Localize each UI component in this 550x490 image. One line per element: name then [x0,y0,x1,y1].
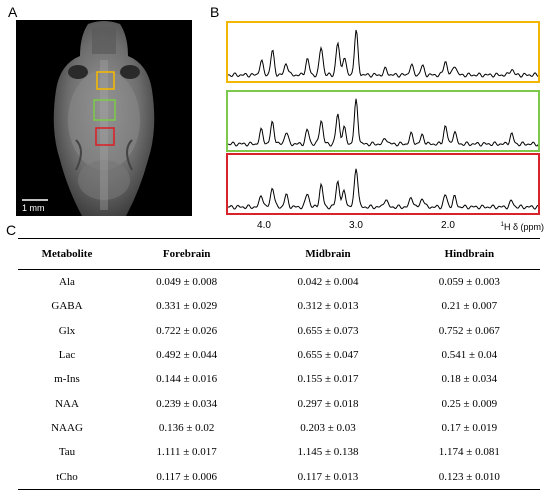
spectrum-midbrain [226,90,540,152]
metabolite-name: Ala [59,276,75,289]
spectrum-hindbrain [226,153,540,215]
metabolite-name: NAAG [51,421,83,434]
concentration-cell: 0.239 ± 0.034 [156,397,218,410]
concentration-cell: 1.174 ± 0.081 [438,446,500,459]
panel-label-c: C [6,222,17,238]
spectrum-line-forebrain [228,29,538,78]
concentration-cell: 0.25 ± 0.009 [441,397,498,410]
concentration-cell: 0.752 ± 0.067 [438,324,500,337]
table-row: Ala 0.049 ± 0.008 0.042 ± 0.004 0.059 ± 0.0… [18,270,540,295]
concentration-cell: 0.312 ± 0.013 [297,300,359,313]
ppm-axis-label: 1H δ (ppm) [501,222,544,232]
header-hindbrain: Hindbrain [398,238,540,270]
spectrum-line-midbrain [228,98,538,147]
concentration-cell: 0.042 ± 0.004 [297,276,359,289]
header-forebrain: Forebrain [116,238,258,270]
concentration-cell: 0.655 ± 0.047 [297,349,359,362]
roi-midbrain [93,99,116,121]
table-row: NAAG 0.136 ± 0.02 0.203 ± 0.03 0.17 ± 0.019 [18,416,540,440]
table-row: NAA 0.239 ± 0.034 0.297 ± 0.018 0.25 ± 0.00… [18,391,540,415]
spectrum-forebrain [226,21,540,83]
metabolite-name: Glx [58,324,76,337]
concentration-cell: 0.117 ± 0.013 [257,464,399,490]
spectrum-line-hindbrain [228,168,538,210]
metabolite-name: NAA [55,397,79,410]
concentration-cell: 1.111 ± 0.017 [156,446,217,459]
concentration-cell: 0.049 ± 0.008 [156,276,218,289]
concentration-cell: 0.059 ± 0.003 [438,276,500,289]
concentration-cell: 0.297 ± 0.018 [297,397,359,410]
tick-label-2: 2.0 [441,220,455,231]
concentration-cell: 0.331 ± 0.029 [156,300,218,313]
concentration-cell: 0.136 ± 0.02 [158,421,215,434]
tick-label-4: 4.0 [257,220,271,231]
concentration-cell: 0.722 ± 0.026 [156,324,218,337]
concentration-cell: 0.18 ± 0.034 [441,373,498,386]
concentration-cell: 0.21 ± 0.007 [441,300,498,313]
concentration-cell: 0.541 ± 0.04 [441,349,498,362]
metabolite-name: GABA [51,300,83,313]
table-header-row: Metabolite Forebrain Midbrain Hindbrain [18,238,540,270]
panel-label-b: B [210,4,220,20]
concentration-cell: 0.155 ± 0.017 [297,373,359,386]
ppm-axis-label-text: H δ (ppm) [503,222,544,232]
concentration-cell: 0.144 ± 0.016 [156,373,218,386]
table-row: Tau 1.111 ± 0.017 1.145 ± 0.138 1.174 ± 0.0… [18,440,540,464]
metabolite-name: Tau [58,446,76,459]
roi-forebrain [96,71,115,90]
ppm-axis: 4.0 3.0 2.0 [226,214,540,236]
mri-image: 1 mm [16,20,192,216]
header-metabolite: Metabolite [18,238,116,270]
concentration-cell: 1.145 ± 0.138 [297,446,359,459]
concentration-cell: 0.17 ± 0.019 [441,421,498,434]
isotope-superscript: 1 [500,222,504,228]
tick-label-3: 3.0 [349,220,363,231]
table-row: GABA 0.331 ± 0.029 0.312 ± 0.013 0.21 ± 0.0… [18,294,540,318]
table-row: Glx 0.722 ± 0.026 0.655 ± 0.073 0.752 ± 0.0… [18,319,540,343]
roi-hindbrain [95,127,115,146]
concentration-cell: 0.492 ± 0.044 [156,349,218,362]
concentration-cell: 0.655 ± 0.073 [297,324,359,337]
concentration-cell: 0.123 ± 0.010 [398,464,540,490]
panel-label-a: A [8,4,18,20]
metabolite-table: Metabolite Forebrain Midbrain Hindbrain … [18,238,540,490]
scale-bar-label: 1 mm [22,203,45,213]
metabolite-name: tCho [18,464,116,490]
concentration-cell: 0.117 ± 0.006 [116,464,258,490]
header-midbrain: Midbrain [257,238,399,270]
table-row: m-Ins 0.144 ± 0.016 0.155 ± 0.017 0.18 ± 0.… [18,367,540,391]
metabolite-name: m-Ins [54,373,80,386]
concentration-cell: 0.203 ± 0.03 [300,421,356,434]
metabolite-name: Lac [58,349,76,362]
table-row: Lac 0.492 ± 0.044 0.655 ± 0.047 0.541 ± 0.0… [18,343,540,367]
table-row: tCho 0.117 ± 0.006 0.117 ± 0.013 0.123 ± 0.… [18,464,540,490]
